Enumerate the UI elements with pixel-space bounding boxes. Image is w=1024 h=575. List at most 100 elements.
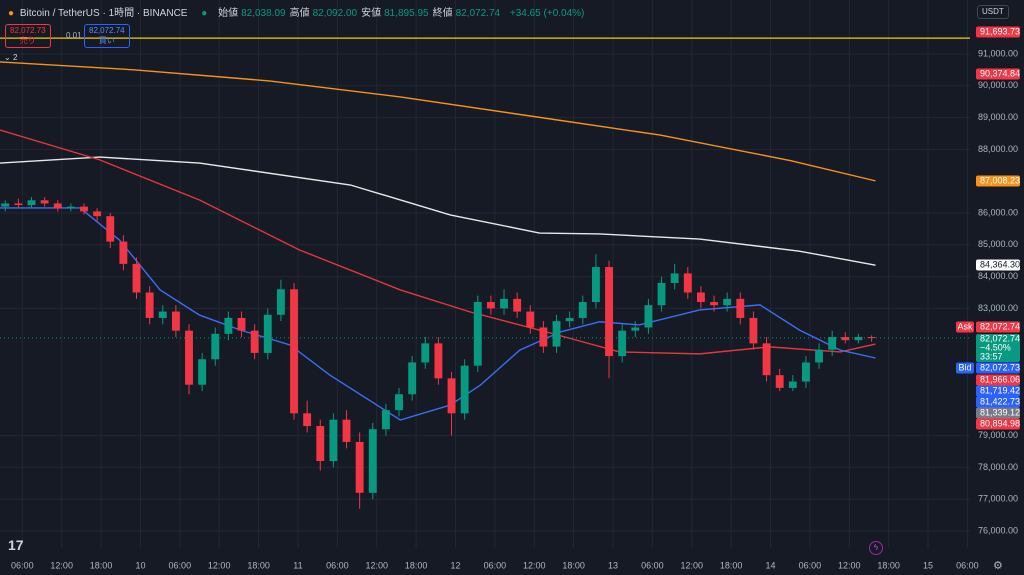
candle-body	[224, 317, 233, 334]
candle-body	[434, 343, 443, 379]
x-tick-label: 18:00	[90, 560, 113, 570]
ohlc-value: 81,895.95	[384, 8, 429, 19]
last-price-price: 82,072.74	[980, 333, 1020, 343]
price-tag	[976, 396, 1020, 408]
indicator-count: 2	[12, 53, 18, 62]
change: +34.65 (+0.04%)	[509, 8, 585, 19]
candle-body	[119, 241, 128, 264]
x-tick-label: 06:00	[326, 560, 349, 570]
x-tick-label: 15	[923, 560, 933, 570]
candle-body	[185, 330, 193, 385]
candle-body	[66, 206, 75, 209]
candle-body	[290, 289, 298, 414]
x-tick-label: 18:00	[247, 560, 270, 570]
price-tag	[976, 385, 1020, 397]
candle-body	[106, 216, 115, 242]
x-tick-label: 14	[765, 560, 775, 570]
price-tag-label: 82,072.74	[980, 321, 1020, 331]
y-tick-label: 91,000.00	[978, 48, 1018, 58]
candle-body	[53, 203, 62, 209]
candle-body	[250, 330, 259, 353]
candle-body	[749, 317, 758, 344]
candle-body	[211, 333, 220, 360]
candle-body	[841, 337, 850, 341]
sell-button[interactable]: 82,072.73 売り	[5, 24, 51, 48]
candle-body	[710, 302, 718, 306]
price-tag-kind	[956, 362, 974, 374]
candle-body	[408, 362, 417, 395]
candle-body	[342, 419, 351, 442]
candle-body	[696, 292, 705, 303]
buy-button[interactable]: 82,072.74 買い	[84, 24, 130, 48]
moving-average	[0, 129, 876, 355]
indicator-toggle[interactable]: ⌄ 2	[4, 53, 18, 62]
candle-body	[355, 441, 364, 493]
price-tag	[976, 68, 1020, 80]
price-tag-label: 81,422.73	[980, 396, 1020, 406]
price-tag-kind-label: Bid	[958, 362, 971, 372]
last-price-tag	[976, 334, 1020, 362]
candle-body	[683, 273, 692, 293]
candle-body	[1, 203, 10, 207]
x-tick-label: 12:00	[365, 560, 388, 570]
x-tick-label: 12	[450, 560, 460, 570]
x-tick-label: 18:00	[720, 560, 743, 570]
candle-body	[815, 349, 823, 363]
candle-body	[526, 311, 535, 328]
candle-body	[605, 267, 613, 357]
price-axis	[970, 0, 1024, 575]
ohlc-key: 始値	[218, 8, 239, 19]
x-tick-label: 13	[608, 560, 618, 570]
candle-body	[368, 429, 377, 493]
settings-icon[interactable]: ⚙	[993, 560, 1003, 572]
price-tag	[976, 259, 1020, 271]
candle-body	[93, 211, 102, 217]
price-tag-kind-label: Ask	[957, 321, 973, 331]
y-tick-label: 85,000.00	[978, 239, 1018, 249]
candle-body	[723, 298, 732, 306]
moving-average	[0, 61, 876, 182]
y-tick-label: 76,000.00	[978, 525, 1018, 535]
x-tick-label: 06:00	[956, 560, 979, 570]
x-tick-label: 06:00	[169, 560, 192, 570]
candle-body	[80, 206, 88, 212]
y-tick-label: 86,000.00	[978, 207, 1018, 217]
buy-label: 買い	[98, 36, 115, 45]
replay-icon[interactable]: ϟ	[869, 541, 883, 555]
symbol[interactable]: Bitcoin / TetherUS · 1時間 · BINANCE	[19, 8, 188, 19]
candle-body	[618, 330, 627, 357]
x-tick-label: 12:00	[208, 560, 231, 570]
candle-body	[657, 282, 666, 306]
tv-logo[interactable]: 17	[8, 537, 24, 553]
candle-body	[316, 426, 325, 462]
last-price-countdown: 33:57	[980, 351, 1003, 361]
status-dot: ●	[201, 8, 208, 19]
price-tag	[976, 175, 1020, 187]
y-tick-label: 90,000.00	[978, 80, 1018, 90]
y-tick-label: 77,000.00	[978, 494, 1018, 504]
candle-body	[276, 289, 285, 315]
x-tick-label: 06:00	[641, 560, 664, 570]
header: ● Bitcoin / TetherUS · 1時間 · BINANCE ● 始…	[8, 4, 587, 19]
price-tag	[976, 362, 1020, 374]
candle-body	[329, 419, 338, 462]
price-tag-label: 90,374.84	[980, 68, 1020, 78]
candle-body	[670, 273, 679, 283]
y-tick-label: 89,000.00	[978, 112, 1018, 122]
candle-body	[198, 359, 207, 385]
price-tag	[976, 407, 1020, 419]
candle-body	[552, 321, 561, 347]
ohlc-value: 82,072.74	[455, 8, 501, 19]
y-tick-label: 88,000.00	[978, 144, 1018, 154]
candle-body	[565, 317, 574, 322]
coin-icon: ●	[8, 8, 15, 19]
ohlc-key: 高値	[289, 8, 310, 19]
candle-body	[14, 203, 23, 206]
x-tick-label: 12:00	[50, 560, 73, 570]
currency[interactable]: USDT	[977, 5, 1009, 19]
candle-body	[801, 362, 810, 382]
candle-body	[644, 305, 653, 328]
x-tick-label: 18:00	[562, 560, 585, 570]
ohlc-value: 82,092.00	[312, 8, 358, 19]
candle-body	[775, 375, 784, 388]
